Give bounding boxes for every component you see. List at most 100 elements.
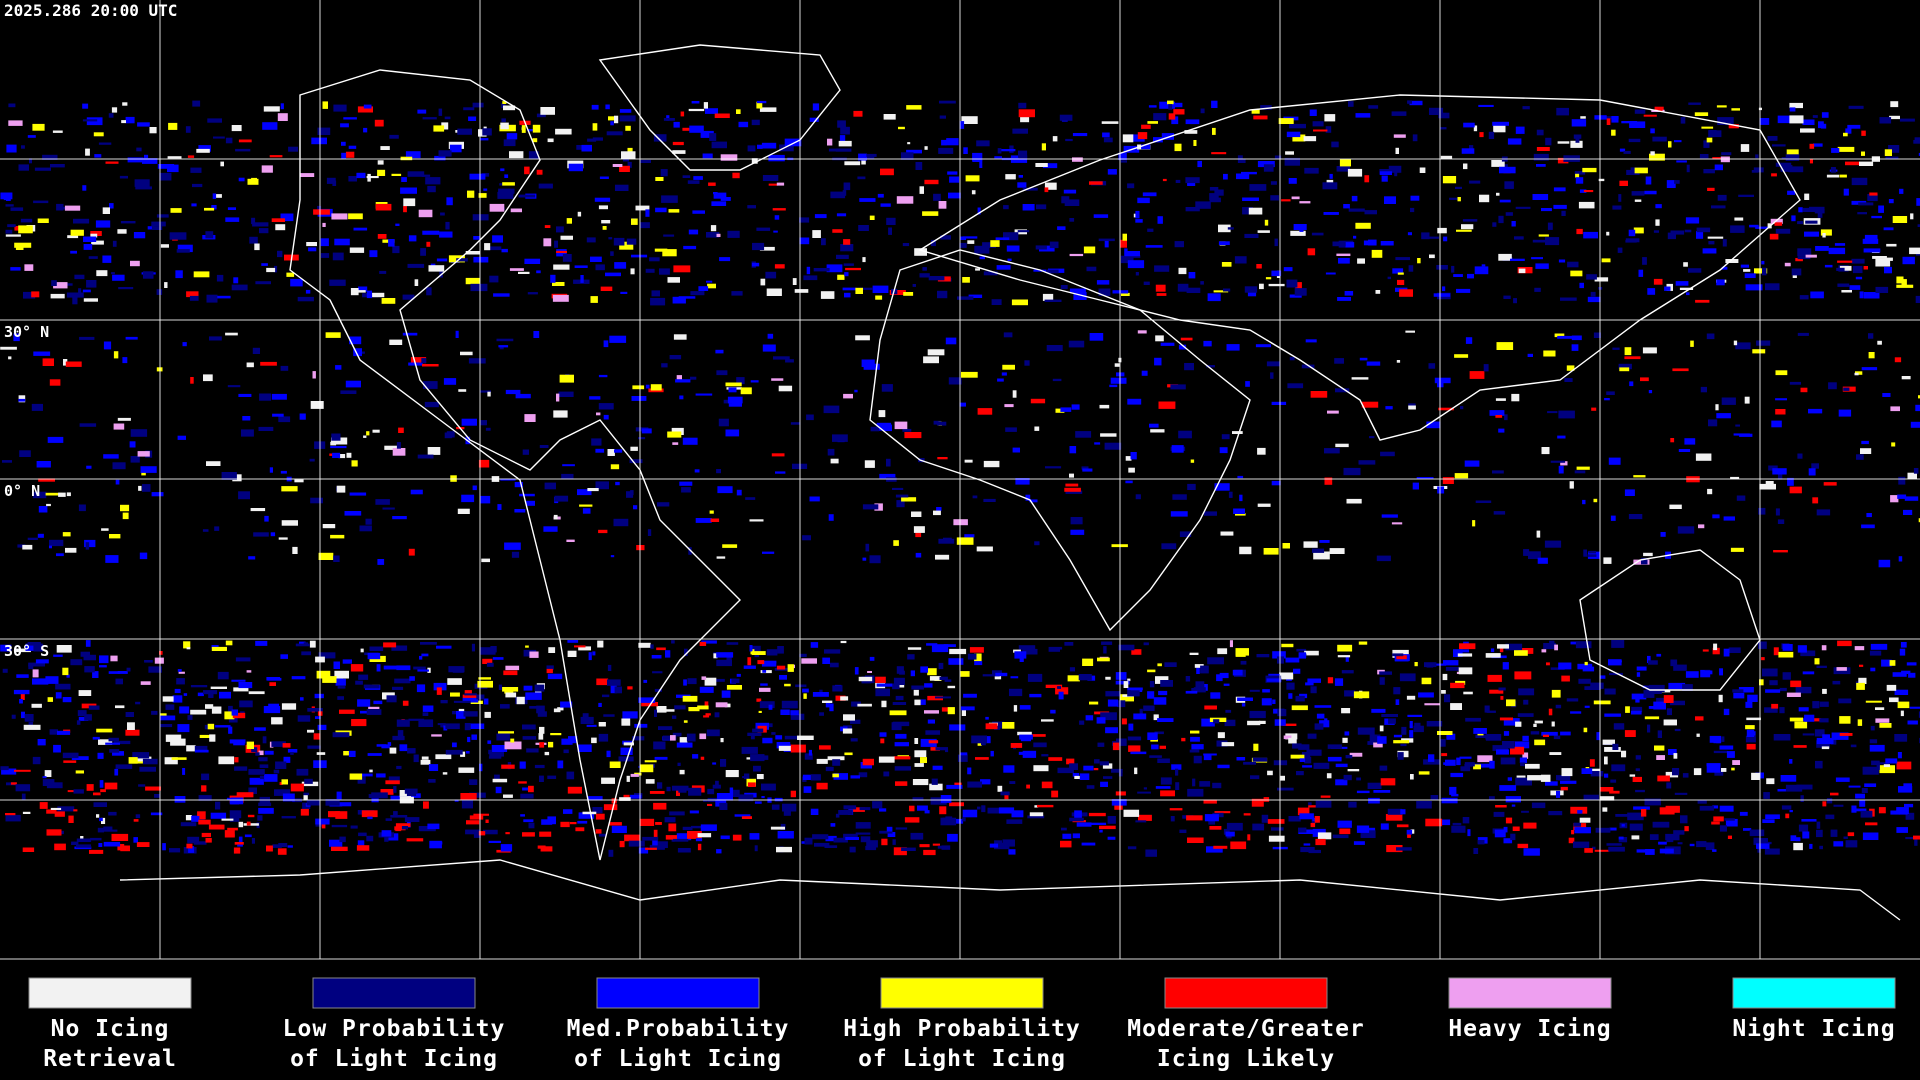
icing-pixel — [1057, 226, 1066, 230]
icing-pixel — [238, 491, 250, 500]
icing-pixel — [1781, 157, 1787, 160]
icing-pixel — [251, 838, 255, 844]
icing-pixel — [697, 833, 712, 838]
icing-pixel — [1738, 194, 1754, 197]
icing-pixel — [235, 148, 251, 152]
icing-pixel — [964, 534, 975, 538]
icing-pixel — [1505, 212, 1513, 216]
icing-pixel — [114, 768, 119, 776]
icing-pixel — [501, 764, 515, 769]
icing-pixel — [1889, 115, 1900, 120]
icing-pixel — [456, 711, 466, 719]
icing-pixel — [1756, 340, 1771, 346]
icing-pixel — [1837, 260, 1853, 263]
icing-pixel — [1685, 671, 1699, 678]
icing-pixel — [1892, 672, 1907, 677]
icing-pixel — [190, 685, 208, 688]
icing-pixel — [1909, 247, 1920, 255]
icing-pixel — [29, 158, 32, 164]
icing-pixel — [644, 760, 657, 763]
icing-pixel — [1069, 253, 1084, 257]
icing-pixel — [1797, 453, 1803, 459]
icing-pixel — [1780, 165, 1793, 172]
icing-pixel — [1589, 759, 1595, 767]
icing-pixel — [1635, 694, 1640, 703]
icing-pixel — [1356, 777, 1361, 781]
icing-pixel — [1489, 410, 1505, 416]
icing-pixel — [444, 116, 451, 120]
icing-pixel — [407, 748, 416, 754]
icing-pixel — [359, 525, 372, 532]
icing-pixel — [1460, 649, 1469, 653]
icing-pixel — [445, 749, 463, 755]
icing-pixel — [439, 231, 453, 238]
icing-pixel — [672, 442, 679, 445]
icing-pixel — [1456, 288, 1471, 293]
icing-pixel — [467, 190, 475, 198]
icing-pixel — [529, 651, 539, 658]
icing-pixel — [198, 819, 211, 825]
icing-pixel — [22, 544, 33, 550]
icing-pixel — [1512, 826, 1520, 831]
icing-pixel — [1170, 511, 1188, 517]
icing-pixel — [1594, 115, 1607, 120]
icing-pixel — [1865, 700, 1882, 703]
icing-pixel — [257, 815, 263, 821]
icing-pixel — [1594, 277, 1609, 282]
icing-pixel — [761, 796, 765, 799]
icing-pixel — [1700, 386, 1707, 393]
icing-pixel — [0, 766, 9, 771]
icing-pixel — [1178, 430, 1192, 439]
icing-pixel — [1581, 768, 1593, 774]
icing-pixel — [271, 741, 286, 747]
icing-pixel — [1775, 409, 1786, 415]
icing-pixel — [888, 227, 892, 235]
icing-pixel — [162, 843, 166, 851]
icing-pixel — [1897, 807, 1905, 812]
legend-swatch — [312, 977, 476, 1009]
icing-pixel — [1861, 130, 1866, 136]
icing-pixel — [478, 677, 491, 680]
icing-pixel — [62, 697, 72, 703]
icing-pixel — [1407, 232, 1412, 236]
icing-pixel — [1081, 842, 1096, 846]
icing-pixel — [1336, 166, 1350, 172]
icing-pixel — [603, 340, 609, 348]
icing-pixel — [1160, 342, 1175, 346]
icing-pixel — [560, 235, 573, 240]
icing-pixel — [1467, 273, 1474, 279]
icing-pixel — [1489, 796, 1495, 800]
icing-pixel — [1797, 332, 1809, 336]
icing-pixel — [23, 724, 41, 730]
icing-pixel — [210, 812, 227, 819]
icing-pixel — [1500, 757, 1516, 765]
icing-pixel — [525, 645, 529, 648]
icing-pixel — [1582, 666, 1595, 672]
icing-pixel — [1641, 809, 1647, 817]
icing-pixel — [1745, 725, 1755, 730]
icing-pixel — [358, 832, 367, 837]
icing-pixel — [839, 135, 846, 143]
icing-pixel — [1022, 750, 1037, 758]
icing-pixel — [812, 834, 829, 840]
icing-pixel — [1029, 812, 1044, 817]
icing-pixel — [1058, 691, 1064, 700]
icing-pixel — [1704, 670, 1713, 675]
icing-pixel — [115, 705, 125, 709]
icing-pixel — [112, 462, 126, 470]
icing-pixel — [657, 782, 663, 789]
icing-pixel — [1584, 705, 1590, 708]
icing-pixel — [709, 133, 717, 141]
icing-pixel — [37, 218, 49, 223]
icing-pixel — [380, 146, 390, 150]
icing-pixel — [1051, 790, 1059, 798]
icing-pixel — [1775, 398, 1787, 401]
icing-pixel — [164, 757, 178, 765]
icing-pixel — [1118, 771, 1123, 777]
legend-swatch — [28, 977, 192, 1009]
icing-pixel — [17, 544, 26, 548]
icing-pixel — [90, 837, 102, 841]
icing-pixel — [991, 299, 1002, 305]
icing-pixel — [1141, 370, 1148, 376]
